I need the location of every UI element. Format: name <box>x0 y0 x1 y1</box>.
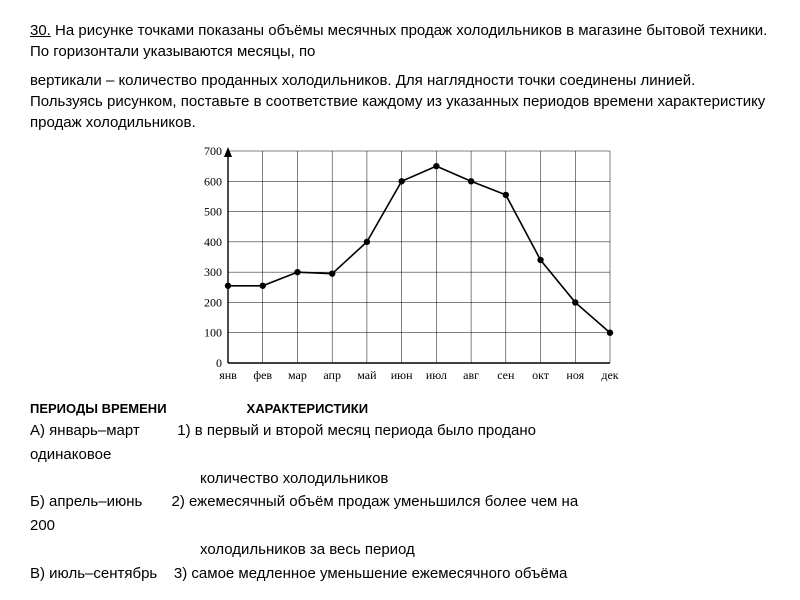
chart-container: 0100200300400500600700янвфевмарапрмайиюн… <box>30 141 770 391</box>
svg-text:июн: июн <box>391 368 413 382</box>
column-headers: ПЕРИОДЫ ВРЕМЕНИ ХАРАКТЕРИСТИКИ <box>30 401 770 416</box>
option-b-char2: холодильников за весь период <box>200 539 770 561</box>
svg-text:июл: июл <box>426 368 447 382</box>
svg-text:300: 300 <box>204 265 222 279</box>
svg-text:май: май <box>357 368 377 382</box>
header-periods: ПЕРИОДЫ ВРЕМЕНИ <box>30 401 167 416</box>
svg-text:400: 400 <box>204 235 222 249</box>
svg-text:мар: мар <box>288 368 307 382</box>
svg-text:600: 600 <box>204 174 222 188</box>
svg-text:700: 700 <box>204 144 222 158</box>
option-b-label: Б) апрель–июнь <box>30 493 142 510</box>
answers-block: А) январь–март 1) в первый и второй меся… <box>30 420 770 584</box>
option-a-char2: количество холодильников <box>200 468 770 490</box>
svg-text:100: 100 <box>204 326 222 340</box>
option-c-label: В) июль–сентябрь <box>30 565 157 582</box>
question-line1: На рисунке точками показаны объёмы месяч… <box>30 22 767 60</box>
svg-text:янв: янв <box>219 368 237 382</box>
question-block: 30. На рисунке точками показаны объёмы м… <box>30 20 770 62</box>
option-a-label: А) январь–март <box>30 422 140 439</box>
svg-text:200: 200 <box>204 295 222 309</box>
option-a-char1: 1) в первый и второй месяц периода было … <box>177 422 536 439</box>
svg-text:сен: сен <box>497 368 515 382</box>
svg-text:окт: окт <box>532 368 550 382</box>
svg-text:фев: фев <box>253 368 272 382</box>
svg-text:авг: авг <box>463 368 479 382</box>
option-b-char1: 2) ежемесячный объём продаж уменьшился б… <box>171 493 578 510</box>
option-c-char: 3) самое медленное уменьшение ежемесячно… <box>174 565 567 582</box>
svg-text:апр: апр <box>323 368 341 382</box>
option-a-word: одинаковое <box>30 444 770 466</box>
option-b-word: 200 <box>30 515 770 537</box>
svg-text:дек: дек <box>601 368 618 382</box>
svg-text:ноя: ноя <box>566 368 584 382</box>
question-line2: вертикали – количество проданных холодил… <box>30 70 770 133</box>
header-characteristics: ХАРАКТЕРИСТИКИ <box>247 401 369 416</box>
question-number: 30. <box>30 22 51 39</box>
line-chart: 0100200300400500600700янвфевмарапрмайиюн… <box>180 141 620 391</box>
svg-text:500: 500 <box>204 205 222 219</box>
